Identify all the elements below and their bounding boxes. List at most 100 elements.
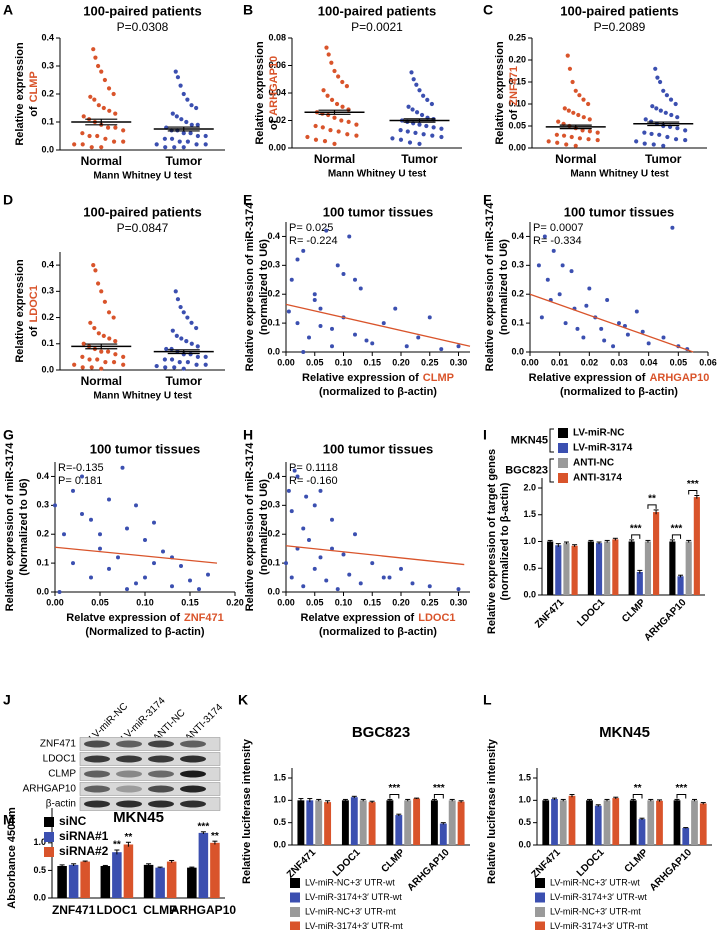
data-point <box>370 561 375 566</box>
data-point <box>605 298 610 302</box>
data-point <box>164 346 169 352</box>
legend-swatch <box>558 443 568 453</box>
data-point <box>102 299 107 304</box>
data-point <box>584 303 589 308</box>
blot-band <box>148 785 174 793</box>
error-bar <box>82 860 88 863</box>
data-point <box>668 97 674 102</box>
y-axis-label: Relative expression of target genes <box>486 449 498 634</box>
gene-name: LDOC1 <box>28 285 40 322</box>
x-tick-label: 0.20 <box>392 357 410 367</box>
data-point <box>345 132 350 137</box>
data-point <box>72 362 77 367</box>
y-tick-label: 0.2 <box>511 289 524 299</box>
data-point <box>344 84 349 89</box>
x-tick-label: 0.30 <box>450 357 468 367</box>
data-point <box>664 93 669 98</box>
data-point <box>577 136 582 141</box>
data-point <box>326 52 331 57</box>
legend-swatch <box>558 473 568 483</box>
row-label: ZNF471 <box>40 739 77 750</box>
blot-band <box>84 785 110 793</box>
data-point <box>406 104 411 109</box>
y-axis-label: of ZNF471 <box>508 66 520 120</box>
bar <box>413 798 421 845</box>
data-point <box>545 277 550 282</box>
chart-title: 100-paired patients <box>318 3 437 18</box>
data-point <box>96 103 101 108</box>
bar <box>604 541 611 595</box>
data-point <box>602 338 607 343</box>
data-point <box>301 584 306 589</box>
data-point <box>188 131 193 136</box>
data-point <box>565 53 570 58</box>
error-bar <box>212 840 218 845</box>
error-bar <box>431 798 437 802</box>
data-point <box>62 532 66 537</box>
error-bar <box>637 569 643 574</box>
x-tick-label: 0.15 <box>363 597 381 607</box>
x-axis-label: Mann Whitney U test <box>570 169 669 180</box>
error-bar <box>85 343 118 350</box>
data-point <box>409 70 414 75</box>
legend-swatch <box>290 907 300 917</box>
data-point <box>125 526 129 531</box>
y-axis-label: (normalized to β-actin) <box>499 482 511 600</box>
significance-bracket <box>631 534 641 539</box>
x-tick-label: Normal <box>555 152 596 166</box>
data-point <box>71 561 75 566</box>
data-point <box>542 234 547 239</box>
annotation: P=0.0308 <box>117 20 169 34</box>
data-point <box>387 575 392 580</box>
error-bar <box>325 800 331 804</box>
blot-band <box>116 785 142 793</box>
error-bar <box>157 866 163 869</box>
y-tick-label: 1.5 <box>518 772 531 782</box>
data-point <box>381 321 386 326</box>
data-point <box>181 310 186 315</box>
error-bar <box>674 798 680 802</box>
data-point <box>658 108 663 113</box>
y-tick-label: 0.15 <box>508 76 526 86</box>
data-point <box>125 587 129 592</box>
data-point <box>99 145 104 150</box>
legend-swatch <box>535 921 545 930</box>
y-tick-label: 0.10 <box>508 98 526 108</box>
y-tick-label: 0.25 <box>508 32 526 42</box>
data-point <box>189 122 194 127</box>
error-bar <box>71 863 77 866</box>
data-point <box>322 139 328 144</box>
data-point <box>414 82 419 87</box>
data-point <box>358 286 363 291</box>
error-bar <box>572 544 578 547</box>
data-point <box>103 136 108 141</box>
data-point <box>185 139 190 144</box>
panel-label: E <box>243 192 252 208</box>
chart-title: 100 tumor tissues <box>90 441 201 456</box>
y-tick-label: 0.1 <box>41 116 54 126</box>
x-axis-label: (normalized to β-actin) <box>319 626 437 638</box>
row-label: ARHGAP10 <box>23 784 77 795</box>
row-label: β-actin <box>46 799 76 810</box>
x-tick-label: Tumor <box>166 154 203 168</box>
blot-band <box>116 755 142 763</box>
data-point <box>92 97 97 102</box>
x-tick-label: 0.15 <box>181 597 199 607</box>
data-point <box>301 248 306 253</box>
significance-label: ** <box>211 831 219 842</box>
data-point <box>427 584 432 589</box>
data-point <box>203 362 208 367</box>
data-point <box>661 88 666 93</box>
data-point <box>334 101 340 107</box>
data-point <box>424 123 429 129</box>
data-point <box>329 97 335 102</box>
legend-swatch <box>44 832 54 842</box>
bar <box>57 866 67 898</box>
y-tick-label: 0.2 <box>36 529 49 539</box>
y-tick-label: 0.1 <box>267 557 280 567</box>
error-bar <box>342 798 348 802</box>
data-point <box>96 331 101 336</box>
bar <box>682 828 690 845</box>
data-point <box>163 145 168 150</box>
